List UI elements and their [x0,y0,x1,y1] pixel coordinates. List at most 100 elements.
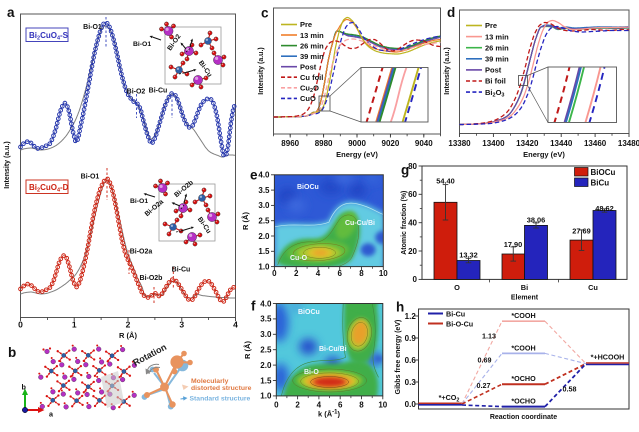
svg-text:13 min: 13 min [485,32,509,41]
svg-text:0: 0 [274,401,279,410]
svg-text:Intensity (a.u.): Intensity (a.u.) [258,47,265,94]
svg-text:Standard structure: Standard structure [190,396,251,403]
svg-text:0.6: 0.6 [405,356,417,365]
svg-text:1: 1 [72,320,77,330]
svg-text:*OCHO: *OCHO [511,374,536,383]
svg-text:Atomic fraction (%): Atomic fraction (%) [401,191,408,255]
svg-text:Bi2CuO4-S: Bi2CuO4-S [29,31,69,42]
svg-text:O: O [454,283,460,292]
svg-text:k (Å-1): k (Å-1) [318,410,341,419]
svg-text:39 min: 39 min [485,55,509,64]
svg-text:20: 20 [408,247,417,256]
svg-text:Bi-O1: Bi-O1 [133,41,151,48]
svg-text:3.0: 3.0 [258,201,270,210]
svg-text:0.27: 0.27 [477,381,491,390]
svg-text:4: 4 [233,320,238,330]
svg-text:c: c [261,6,269,21]
svg-text:g: g [401,163,409,178]
svg-text:b: b [8,345,16,360]
svg-text:10: 10 [379,269,388,278]
svg-text:Bi2O3: Bi2O3 [485,88,504,99]
svg-text:Post: Post [485,66,502,75]
svg-text:4: 4 [316,269,321,278]
svg-text:4.0: 4.0 [258,171,270,180]
svg-text:13.32: 13.32 [459,251,478,260]
svg-text:3: 3 [179,320,184,330]
svg-text:Gibbs free energy (eV): Gibbs free energy (eV) [395,320,402,395]
svg-text:2: 2 [126,320,131,330]
svg-text:13480: 13480 [618,139,639,148]
svg-text:1.5: 1.5 [260,376,272,385]
svg-text:Bi-Cu: Bi-Cu [446,309,465,318]
svg-text:Bi-O2: Bi-O2 [127,89,146,96]
svg-text:6: 6 [337,269,342,278]
svg-text:*OCHO: *OCHO [511,397,536,406]
svg-text:a: a [7,5,15,20]
svg-text:Energy (eV): Energy (eV) [523,150,565,159]
svg-text:h: h [396,300,404,315]
svg-text:*COOH: *COOH [511,311,535,320]
svg-text:2.0: 2.0 [260,361,272,370]
svg-text:Bi-Cu: Bi-Cu [172,267,191,274]
svg-text:4.0: 4.0 [260,299,272,308]
svg-text:distorted structure: distorted structure [191,385,252,392]
svg-text:BiCu: BiCu [591,179,610,188]
svg-text:13380: 13380 [448,139,471,148]
svg-text:Cu foil: Cu foil [300,73,323,82]
svg-text:Energy (eV): Energy (eV) [336,150,378,159]
svg-text:BiOCu: BiOCu [297,184,319,191]
svg-text:8: 8 [359,401,364,410]
svg-text:Molecularly: Molecularly [191,378,229,385]
svg-text:0.58: 0.58 [563,385,577,394]
svg-text:Bi foil: Bi foil [485,77,506,86]
svg-text:Bi-O-Cu: Bi-O-Cu [446,319,473,328]
svg-text:6: 6 [338,401,343,410]
svg-text:Cu2O: Cu2O [300,84,319,95]
svg-text:13440: 13440 [550,139,573,148]
svg-text:e: e [250,168,258,183]
svg-text:R (Å): R (Å) [119,331,137,340]
svg-text:Bi-O1: Bi-O1 [130,198,148,205]
svg-text:13420: 13420 [516,139,539,148]
svg-text:Pre: Pre [485,21,497,30]
svg-text:1.13: 1.13 [482,332,496,341]
svg-text:40: 40 [408,219,417,228]
svg-text:Bi-O2a: Bi-O2a [130,249,153,256]
svg-text:2.0: 2.0 [258,232,270,241]
svg-text:13400: 13400 [482,139,505,148]
svg-text:Bi-Cu: Bi-Cu [149,88,168,95]
svg-text:a: a [49,410,54,419]
svg-text:8: 8 [359,269,364,278]
svg-text:BiOCu: BiOCu [298,309,320,316]
svg-text:0.9: 0.9 [405,334,417,343]
svg-text:0.3: 0.3 [405,378,417,387]
svg-text:26 min: 26 min [485,43,509,52]
svg-text:54.40: 54.40 [436,177,455,186]
svg-text:9000: 9000 [348,139,366,148]
svg-text:b: b [22,383,27,392]
svg-text:1.0: 1.0 [260,392,272,401]
svg-text:13 min: 13 min [300,31,324,40]
svg-text:38.06: 38.06 [527,216,546,225]
svg-text:Bi: Bi [521,283,528,292]
svg-text:CuO: CuO [300,94,316,103]
svg-text:0: 0 [413,275,418,284]
svg-text:0.0: 0.0 [405,400,417,409]
svg-text:Bi-O1: Bi-O1 [81,174,100,181]
svg-text:2: 2 [294,269,299,278]
svg-text:80: 80 [408,162,417,171]
svg-text:Bi-Cu/Bi: Bi-Cu/Bi [319,346,347,353]
svg-text:f: f [251,299,256,314]
svg-text:17.90: 17.90 [504,240,523,249]
svg-text:Cu-O: Cu-O [290,255,308,262]
svg-text:*+CO2: *+CO2 [439,393,460,404]
svg-text:Cu-Cu/Bi: Cu-Cu/Bi [345,220,375,227]
svg-text:10: 10 [378,401,387,410]
svg-text:Bi-O: Bi-O [304,369,319,376]
svg-text:8960: 8960 [281,139,299,148]
svg-text:1.2: 1.2 [405,312,417,321]
svg-text:Intensity (a.u.): Intensity (a.u.) [444,47,451,94]
svg-text:2.5: 2.5 [258,217,270,226]
svg-text:1.5: 1.5 [258,247,270,256]
svg-text:8980: 8980 [315,139,333,148]
